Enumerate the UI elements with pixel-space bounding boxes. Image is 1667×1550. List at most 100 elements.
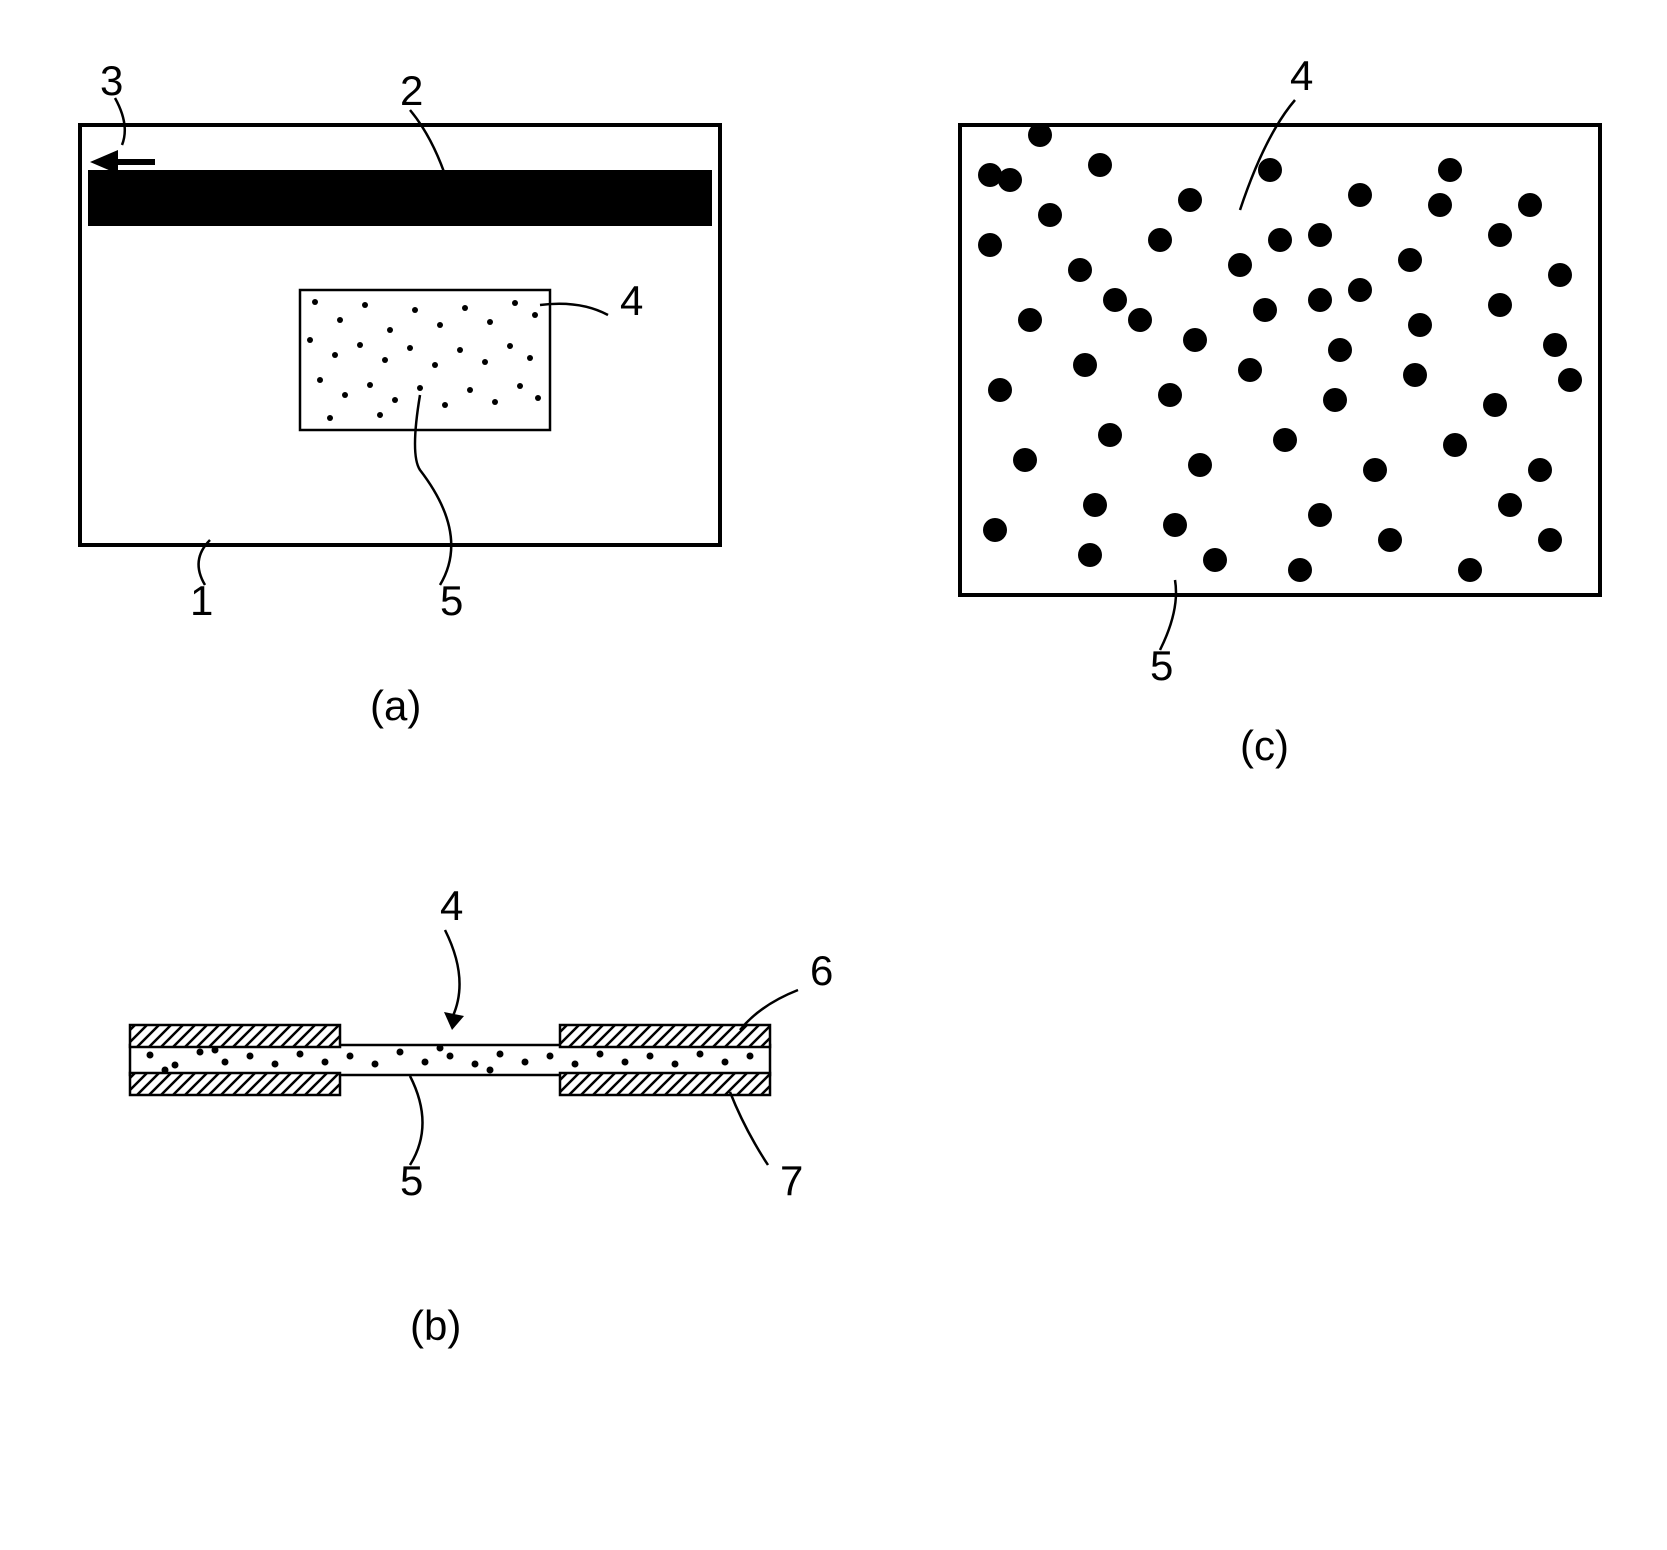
particle-dot: [1548, 263, 1572, 287]
particle-dot: [1273, 428, 1297, 452]
leader-5a: [415, 395, 451, 585]
panel-a: 1 2 3 4 5 (a): [80, 57, 720, 729]
particle-dot: [1253, 298, 1277, 322]
particle-dot: [332, 352, 338, 358]
cover-bottom-left: [130, 1073, 340, 1095]
particle-dot: [1443, 433, 1467, 457]
particle-dot: [472, 1061, 479, 1068]
particle-dot: [147, 1052, 154, 1059]
particle-dot: [377, 412, 383, 418]
particle-dot: [1528, 458, 1552, 482]
particle-dot: [247, 1053, 254, 1060]
particle-dot: [442, 402, 448, 408]
label-1: 1: [190, 577, 213, 624]
cover-top-left: [130, 1025, 340, 1047]
particle-dot: [407, 345, 413, 351]
particle-dot: [1398, 248, 1422, 272]
leader-4c: [1240, 100, 1295, 210]
security-window: [300, 290, 550, 430]
leader-5c: [1160, 580, 1176, 650]
leader-4b: [445, 930, 460, 1018]
particle-dot: [222, 1059, 229, 1066]
particle-dot: [417, 385, 423, 391]
particle-dot: [437, 1045, 444, 1052]
particle-dot: [437, 322, 443, 328]
particle-dot: [983, 518, 1007, 542]
particle-dot: [1013, 448, 1037, 472]
particle-dot: [1088, 153, 1112, 177]
leader-3: [115, 98, 125, 145]
particle-dot: [1363, 458, 1387, 482]
leader-7: [730, 1092, 768, 1165]
particle-dot: [1518, 193, 1542, 217]
particle-dot: [1458, 558, 1482, 582]
panel-c-box: [960, 125, 1600, 595]
label-3: 3: [100, 57, 123, 104]
particle-dot: [412, 307, 418, 313]
particle-dot: [998, 168, 1022, 192]
particle-dot: [1158, 383, 1182, 407]
label-5-b: 5: [400, 1157, 423, 1204]
particle-dot: [1203, 548, 1227, 572]
particle-dot: [1428, 193, 1452, 217]
particle-dot: [522, 1059, 529, 1066]
particle-dot: [307, 337, 313, 343]
particle-dot: [1073, 353, 1097, 377]
particle-dot: [322, 1059, 329, 1066]
caption-c: (c): [1240, 722, 1289, 769]
cover-top-right: [560, 1025, 770, 1047]
magnetic-stripe: [88, 170, 712, 226]
particle-dot: [1103, 288, 1127, 312]
caption-b: (b): [410, 1302, 461, 1349]
particle-dot: [172, 1062, 179, 1069]
particle-dot: [672, 1061, 679, 1068]
particle-dot: [1188, 453, 1212, 477]
particle-dot: [1128, 308, 1152, 332]
particle-dot: [312, 299, 318, 305]
particle-dot: [1068, 258, 1092, 282]
particle-dot: [1028, 123, 1052, 147]
figure-svg: 1 2 3 4 5 (a) 4 5 6 7 (b): [40, 40, 1627, 1510]
panel-a-particles: [307, 299, 541, 421]
particle-dot: [1408, 313, 1432, 337]
particle-dot: [362, 302, 368, 308]
particle-dot: [1498, 493, 1522, 517]
label-2: 2: [400, 67, 423, 114]
particle-dot: [1083, 493, 1107, 517]
particle-dot: [432, 362, 438, 368]
particle-dot: [467, 387, 473, 393]
particle-dot: [327, 415, 333, 421]
particle-dot: [532, 312, 538, 318]
particle-dot: [517, 383, 523, 389]
particle-dot: [647, 1053, 654, 1060]
particle-dot: [1538, 528, 1562, 552]
panel-c-particles: [978, 123, 1582, 582]
particle-dot: [527, 355, 533, 361]
label-4-a: 4: [620, 277, 643, 324]
leader-4b-arrow: [444, 1012, 464, 1030]
caption-a: (a): [370, 682, 421, 729]
particle-dot: [347, 1053, 354, 1060]
particle-dot: [162, 1067, 169, 1074]
particle-dot: [1038, 203, 1062, 227]
particle-dot: [697, 1051, 704, 1058]
label-7: 7: [780, 1157, 803, 1204]
particle-dot: [1078, 543, 1102, 567]
particle-dot: [1558, 368, 1582, 392]
particle-dot: [462, 305, 468, 311]
particle-dot: [1483, 393, 1507, 417]
particle-dot: [342, 392, 348, 398]
particle-dot: [197, 1049, 204, 1056]
leader-5b: [410, 1076, 423, 1165]
particle-dot: [722, 1059, 729, 1066]
particle-dot: [1488, 223, 1512, 247]
particle-dot: [1323, 388, 1347, 412]
particle-dot: [392, 397, 398, 403]
particle-dot: [397, 1049, 404, 1056]
particle-dot: [457, 347, 463, 353]
particle-dot: [1308, 223, 1332, 247]
particle-dot: [547, 1053, 554, 1060]
particle-dot: [1348, 183, 1372, 207]
particle-dot: [988, 378, 1012, 402]
particle-dot: [507, 343, 513, 349]
